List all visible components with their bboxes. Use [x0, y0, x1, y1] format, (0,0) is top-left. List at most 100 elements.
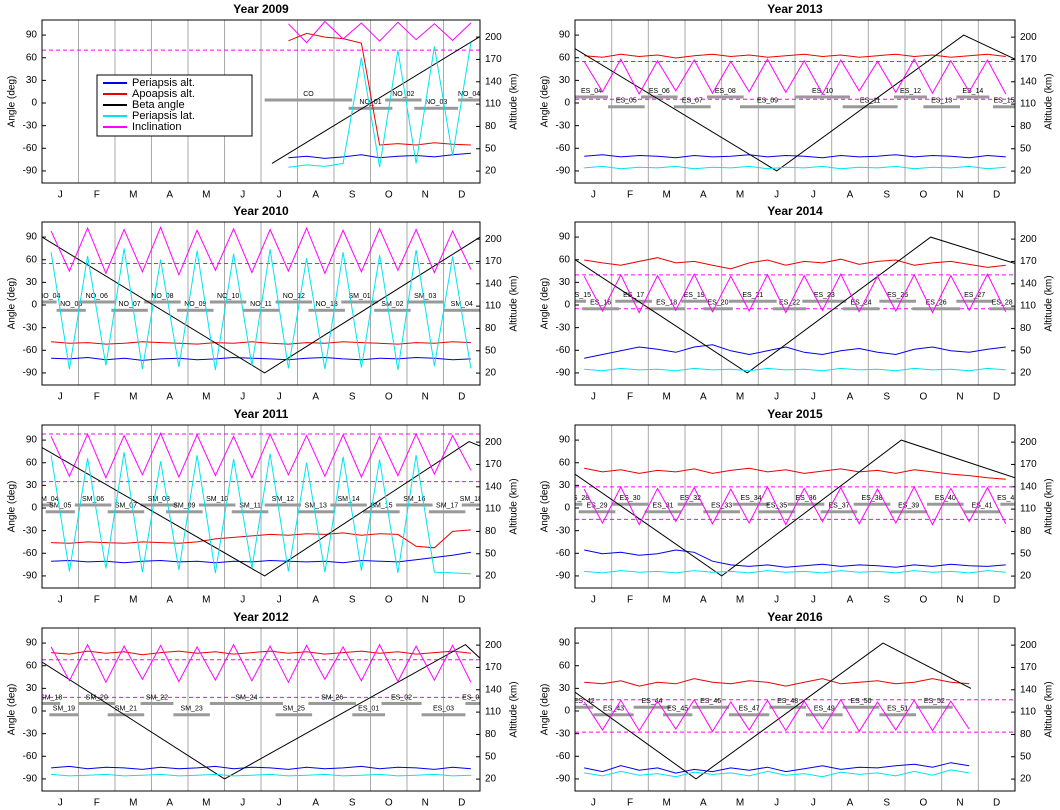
phase-bar	[956, 95, 990, 99]
phase-bar	[42, 503, 53, 507]
legend-label: Apoapsis alt.	[132, 88, 195, 100]
y2-tick-label: 170	[485, 459, 502, 470]
phase-bar	[575, 299, 586, 303]
phase-label: SM_02	[381, 301, 403, 308]
y-axis-label: Angle (deg)	[540, 278, 551, 330]
y2-tick-label: 50	[1020, 548, 1032, 559]
phase-bar	[231, 510, 269, 514]
y2-tick-label: 20	[485, 774, 497, 785]
series-line	[584, 678, 970, 687]
phase-label: ES_08	[715, 88, 736, 95]
y2-tick-label: 200	[485, 32, 502, 43]
plot-area: ES_04 ES_05 ES_06 ES_07 ES_08 ES_09 ES_10 ES_11…	[575, 34, 1015, 172]
phase-bar	[173, 713, 210, 717]
plot-area: SM_18 SM_19 SM_20 SM_21 SM_22 SM_23 SM_24 SM_25…	[42, 643, 480, 780]
y-tick-label: 0	[31, 300, 37, 311]
x-tick-label: M	[662, 392, 670, 403]
x-tick-label: A	[166, 798, 173, 809]
phase-bar	[633, 705, 671, 709]
phase-label: ES_42	[997, 495, 1018, 502]
phase-label: ES_36	[795, 495, 816, 502]
panel: Year 2014 J F M A M J J A S O N D -90 -60 -30 0 30 60 90 20 5…	[540, 204, 1055, 402]
phase-bar	[308, 308, 345, 312]
y2-tick-label: 80	[485, 526, 497, 537]
phase-bar	[806, 713, 843, 717]
chart-title: Year 2014	[767, 204, 823, 218]
y2-tick-label: 80	[1020, 729, 1032, 740]
phase-bar	[578, 510, 616, 514]
phase-label: SM_05	[49, 503, 71, 510]
y2-tick-label: 50	[1020, 143, 1032, 154]
x-tick-label: J	[58, 595, 63, 606]
phase-bar	[963, 510, 1001, 514]
phase-bar	[993, 105, 1015, 109]
y-tick-label: -90	[23, 774, 38, 785]
y2-tick-label: 200	[1020, 640, 1037, 651]
y-tick-label: 30	[26, 75, 38, 86]
y2-tick-label: 50	[1020, 751, 1032, 762]
y2-tick-label: 80	[1020, 526, 1032, 537]
series-line	[584, 257, 1006, 270]
x-tick-label: J	[277, 798, 282, 809]
y2-tick-label: 170	[1020, 256, 1037, 267]
phase-bar	[308, 701, 356, 705]
phase-bar	[330, 503, 367, 507]
phase-bar	[927, 502, 964, 506]
x-tick-label: M	[129, 595, 137, 606]
x-tick-label: J	[591, 190, 596, 201]
chart-title: Year 2016	[767, 610, 823, 624]
x-tick-label: A	[166, 190, 173, 201]
y2-tick-label: 110	[1020, 99, 1036, 110]
phase-label: SM_15	[370, 503, 392, 510]
panel: Year 2015 J F M A M J J A S O N D -90 -60 -30 0 30 60 90 20 5…	[540, 407, 1055, 605]
phase-bar	[729, 713, 770, 717]
x-tick-label: J	[240, 798, 245, 809]
y-tick-label: 90	[559, 435, 571, 446]
y-tick-label: 60	[559, 457, 571, 468]
x-tick-label: M	[736, 392, 744, 403]
phase-label: SM_08	[148, 496, 170, 503]
phase-bar	[703, 307, 733, 311]
y-tick-label: -60	[556, 751, 571, 762]
phase-label: ES_45	[667, 706, 688, 713]
phase-bar	[144, 300, 181, 304]
plot-frame	[574, 627, 1016, 792]
y-tick-label: -90	[556, 368, 571, 379]
y-tick-label: 0	[564, 300, 570, 311]
series-line	[288, 32, 471, 146]
phase-label: ES_50	[850, 698, 871, 705]
x-tick-label: S	[349, 190, 356, 201]
x-tick-label: N	[422, 190, 429, 201]
y2-axis-label: Altitude (km)	[509, 73, 520, 129]
phase-label: ES_51	[887, 706, 908, 713]
x-tick-label: S	[883, 798, 890, 809]
x-tick-label: D	[458, 798, 465, 809]
phase-label: ES_26	[926, 300, 947, 307]
y2-tick-label: 110	[1020, 301, 1036, 312]
phase-label: ES_12	[900, 88, 921, 95]
phase-bar	[879, 299, 916, 303]
phase-label: ES_34	[740, 495, 761, 502]
phase-bar	[78, 300, 115, 304]
panel: Year 2016 J F M A M J J A S O N D -90 -60 -30 0 30 60 90 20 5…	[540, 610, 1055, 808]
y-tick-label: 30	[26, 277, 38, 288]
x-tick-label: F	[94, 798, 100, 809]
phase-bar	[341, 300, 378, 304]
phase-bar	[458, 98, 480, 102]
y2-tick-label: 110	[485, 504, 501, 515]
y-tick-label: 0	[564, 503, 570, 514]
x-tick-label: A	[166, 595, 173, 606]
y-tick-label: 60	[26, 254, 38, 265]
y2-axis-label: Altitude (km)	[1044, 275, 1055, 331]
chart-title: Year 2015	[767, 407, 823, 421]
phase-label: ES_11	[860, 98, 881, 105]
x-tick-label: J	[811, 595, 816, 606]
x-tick-label: J	[277, 392, 282, 403]
x-tick-label: F	[627, 595, 633, 606]
phase-label: ES_05	[616, 98, 637, 105]
y2-tick-label: 80	[485, 121, 497, 132]
series-line	[584, 367, 1006, 372]
phase-bar	[842, 705, 880, 709]
phase-label: ES_02	[391, 694, 412, 701]
y-tick-label: -60	[23, 143, 38, 154]
